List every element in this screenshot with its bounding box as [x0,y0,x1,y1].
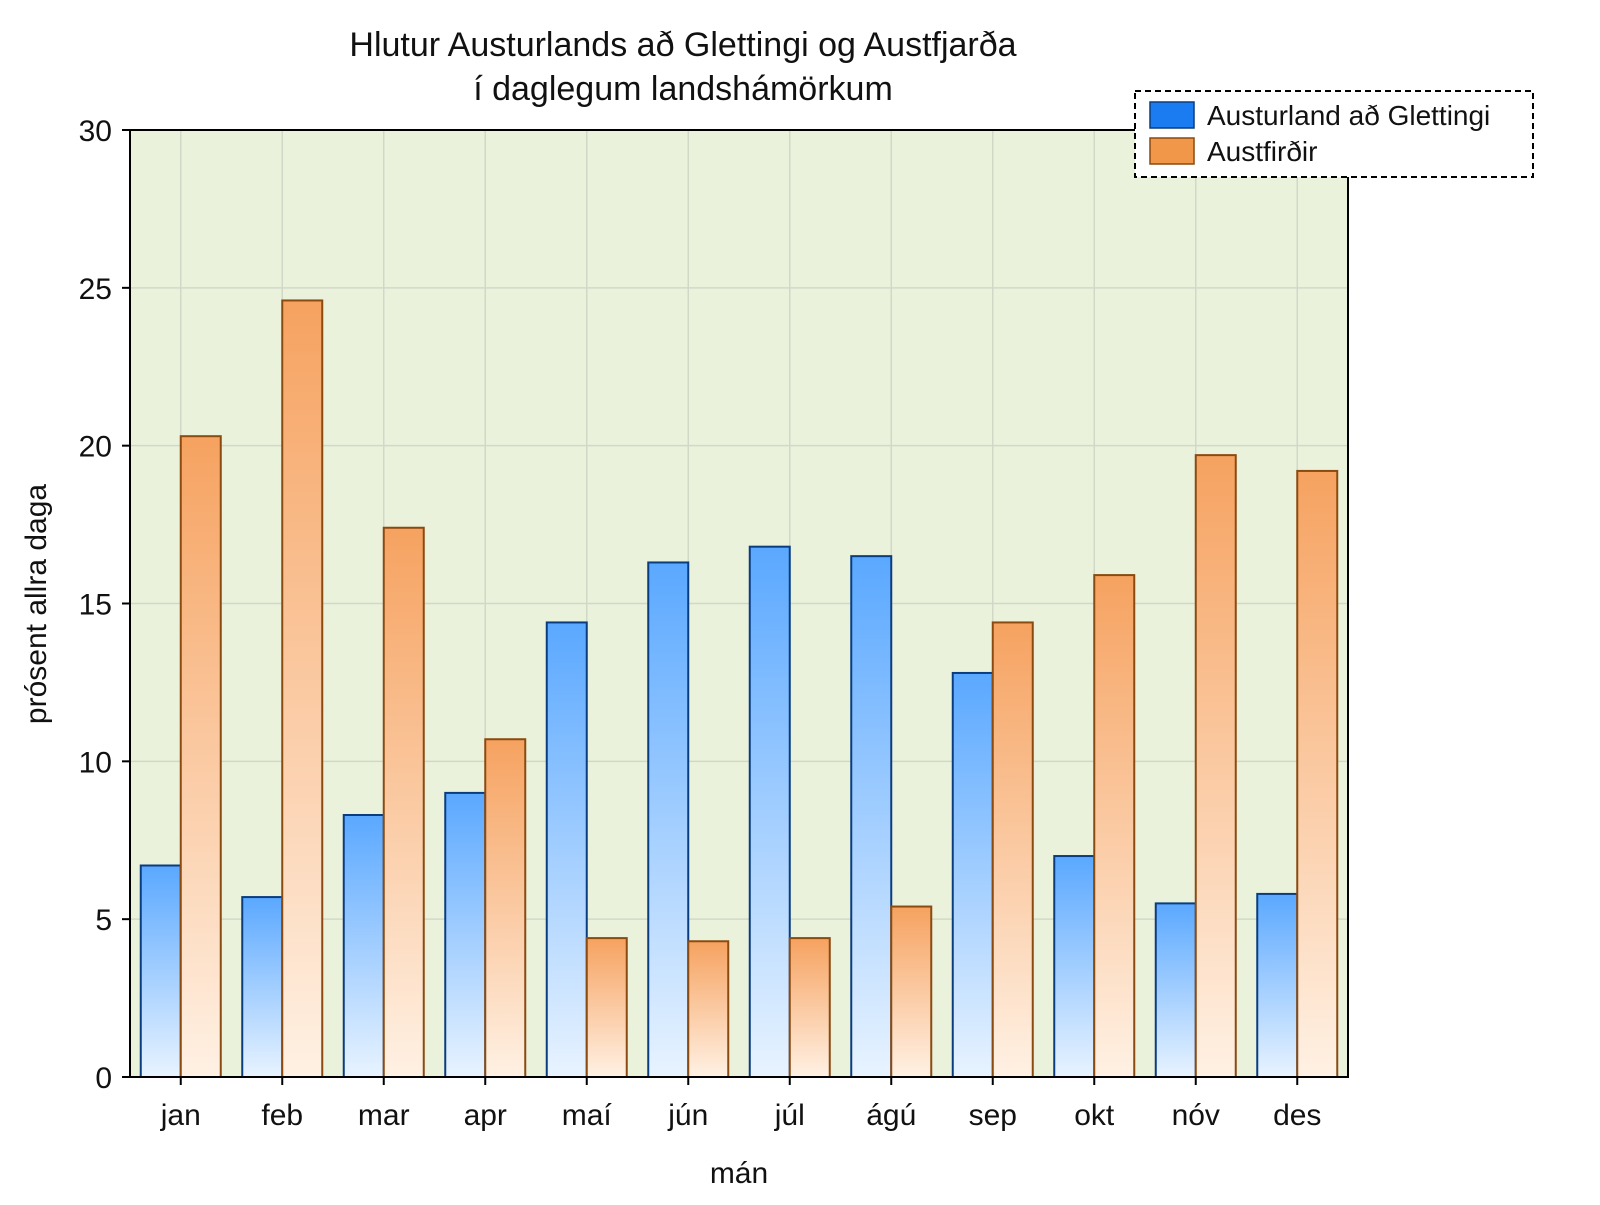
bar-austfirdir-jún [687,940,730,1078]
legend-swatch-austurland [1149,101,1195,129]
legend: Austurland að Glettingi Austfirðir [1134,90,1534,178]
legend-label-austfirdir: Austfirðir [1207,136,1317,167]
y-tick-label: 10 [79,746,112,779]
bar-austurland-mar [342,813,385,1078]
y-tick-label: 20 [79,431,112,464]
bar-austfirdir-apr [484,738,527,1079]
bar-austurland-nóv [1154,902,1197,1079]
bar-austfirdir-okt [1093,574,1136,1079]
bar-austurland-apr [444,791,487,1079]
bar-austurland-júl [748,545,791,1078]
y-axis-ticks: 0 5 10 15 20 25 30 [79,115,130,1095]
x-tick-label: ágú [866,1099,916,1132]
bar-austurland-maí [545,621,588,1078]
bar-austfirdir-mar [382,526,425,1078]
bar-austfirdir-jan [179,435,222,1078]
x-tick-label: sep [969,1099,1017,1132]
bar-austurland-sep [951,671,994,1078]
bar-austfirdir-des [1296,469,1339,1079]
bar-austurland-feb [241,896,284,1078]
x-axis-label: mán [710,1157,768,1190]
x-tick-label: jan [160,1099,201,1132]
x-tick-label: nóv [1172,1099,1220,1132]
y-tick-label: 30 [79,115,112,148]
x-tick-label: jún [667,1099,708,1132]
bar-austurland-ágú [850,555,893,1078]
bar-austfirdir-maí [585,937,628,1079]
legend-label-austurland: Austurland að Glettingi [1207,100,1490,131]
x-tick-label: des [1273,1099,1321,1132]
x-axis-ticks: jan feb mar apr maí jún júl ágú sep okt nóv des [160,1077,1321,1132]
bar-austfirdir-nóv [1194,454,1237,1078]
legend-swatch-austfirdir [1149,137,1195,165]
x-tick-label: júl [774,1099,805,1132]
bar-austurland-jún [647,561,690,1078]
bars [139,299,1339,1079]
bar-austurland-okt [1053,855,1096,1078]
x-tick-label: okt [1074,1099,1115,1132]
bar-austfirdir-feb [281,299,324,1078]
bar-austfirdir-ágú [890,905,933,1078]
y-tick-label: 15 [79,589,112,622]
bar-austfirdir-júl [788,937,831,1079]
legend-frame [1134,90,1534,178]
chart-title-line-2: í daglegum landshámörkum [473,70,893,108]
y-tick-label: 5 [95,904,112,937]
y-axis-label: prósent allra daga [20,484,53,724]
y-tick-label: 25 [79,273,112,306]
bar-austurland-des [1256,892,1299,1078]
x-tick-label: mar [358,1099,410,1132]
bar-austfirdir-sep [991,621,1034,1078]
x-tick-label: maí [562,1099,613,1132]
x-tick-label: apr [464,1099,507,1132]
x-tick-label: feb [261,1099,303,1132]
y-tick-label: 0 [95,1062,112,1095]
bar-austurland-jan [139,864,182,1079]
chart-title-line-1: Hlutur Austurlands að Glettingi og Austf… [349,26,1016,64]
